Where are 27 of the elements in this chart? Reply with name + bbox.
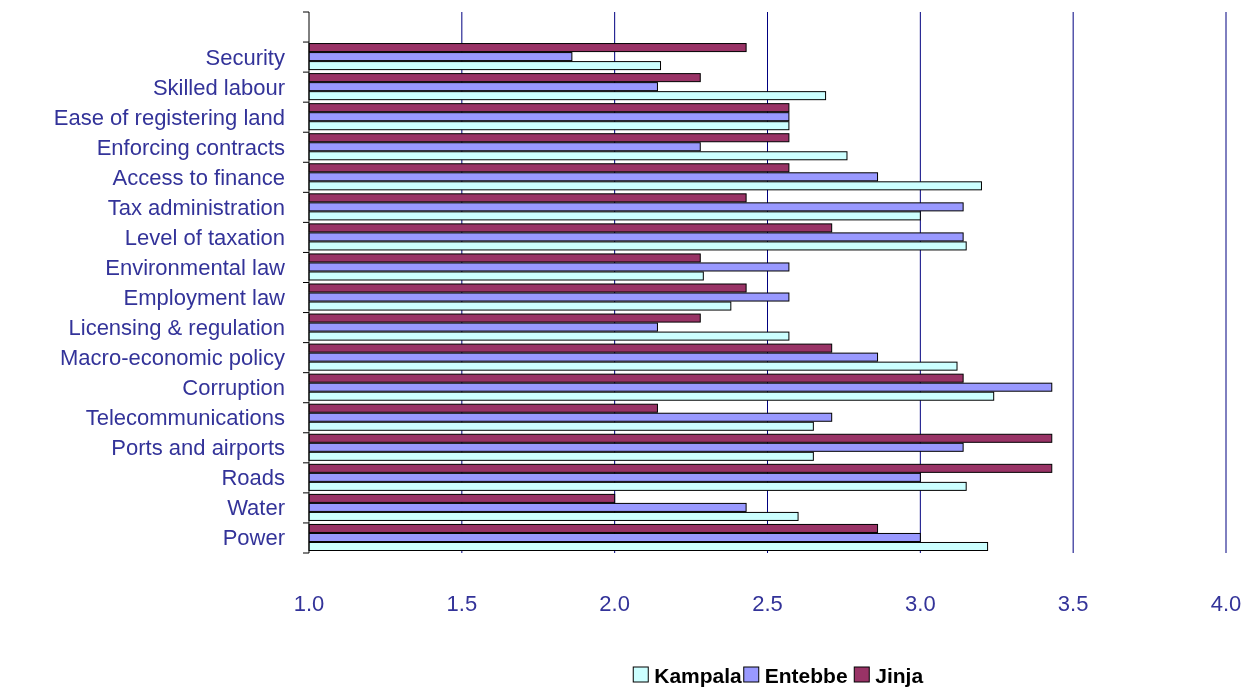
y-tick-label: Enforcing contracts — [96, 134, 285, 160]
x-tick-label: 3.5 — [1057, 590, 1089, 616]
y-tick-label: Employment law — [123, 285, 286, 311]
y-tick-label: Water — [227, 495, 285, 521]
y-tick-label: Skilled labour — [152, 74, 285, 100]
y-tick-label: Tax administration — [107, 194, 285, 220]
y-tick-label: Access to finance — [112, 164, 285, 190]
x-tick-label: 4.0 — [1210, 590, 1242, 616]
y-tick-label: Ports and airports — [111, 435, 285, 461]
y-tick-label: Security — [205, 44, 285, 70]
x-tick-label: 1.0 — [293, 590, 325, 616]
legend-label: Kampala — [654, 663, 743, 687]
y-tick-label: Macro-economic policy — [60, 345, 285, 371]
y-tick-label: Telecommunications — [85, 405, 285, 431]
y-tick-label: Licensing & regulation — [68, 315, 285, 341]
y-tick-label: Environmental law — [105, 254, 286, 280]
x-tick-label: 2.5 — [752, 590, 783, 616]
y-tick-label: Power — [222, 525, 285, 551]
x-tick-label: 1.5 — [446, 590, 478, 616]
y-tick-label: Corruption — [182, 375, 285, 401]
x-tick-label: 3.0 — [905, 590, 936, 616]
legend-label: Entebbe — [764, 663, 848, 687]
y-tick-label: Level of taxation — [124, 224, 285, 250]
y-tick-label: Roads — [221, 465, 285, 491]
x-tick-label: 2.0 — [599, 590, 630, 616]
legend-label: Jinja — [875, 663, 924, 687]
y-tick-label: Ease of registering land — [53, 104, 285, 130]
